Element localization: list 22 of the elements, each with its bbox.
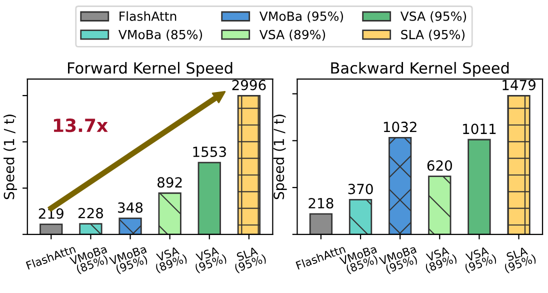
- y-axis-title: Speed (1 / t): [273, 114, 287, 200]
- data-label: 1553: [193, 146, 226, 158]
- y-axis-title: Speed (1 / t): [4, 114, 17, 200]
- legend-label: SLA (95%): [401, 30, 465, 41]
- chart-title: Forward Kernel Speed: [68, 62, 232, 77]
- data-label: 228: [78, 208, 104, 218]
- data-label: 2996: [232, 80, 266, 90]
- legend-label: VSA (95%): [400, 11, 466, 22]
- chart-title: Backward Kernel Speed: [331, 62, 509, 77]
- legend-label: VMoBa (95%): [259, 11, 344, 22]
- data-label: 1479: [502, 80, 536, 90]
- annotation: 13.7x: [54, 118, 108, 132]
- data-label: 1032: [384, 122, 416, 132]
- legend-label: VMoBa (85%): [118, 30, 202, 41]
- data-label: 620: [427, 160, 452, 171]
- data-label: 1011: [463, 124, 496, 134]
- data-label: 348: [118, 202, 143, 213]
- data-label: 218: [308, 198, 334, 208]
- legend-label: VSA (89%): [259, 30, 326, 41]
- data-label: 892: [158, 177, 182, 188]
- data-label: 370: [348, 184, 373, 194]
- legend-label: FlashAttn: [120, 11, 176, 21]
